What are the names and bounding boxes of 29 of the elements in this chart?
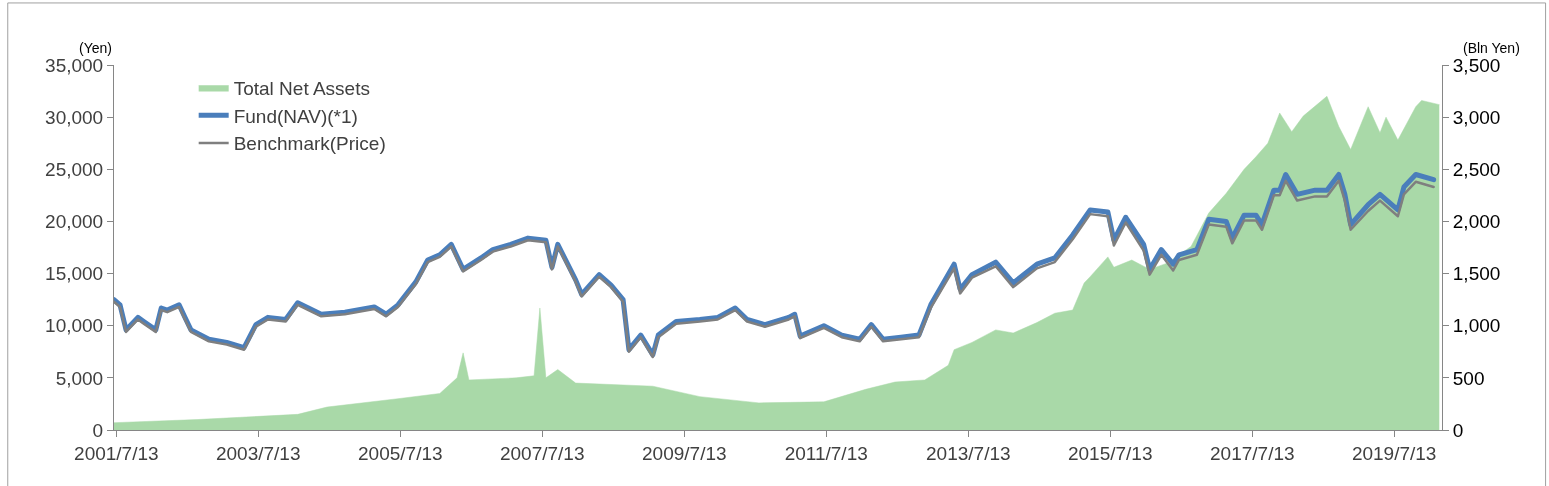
y2-tick-label: 2,000 (1452, 211, 1501, 233)
x-tick-label: 2015/7/13 (1067, 442, 1153, 464)
y-tick-label: 20,000 (45, 211, 104, 233)
x-tick-label: 2005/7/13 (358, 442, 443, 464)
legend-label: Fund(NAV)(*1) (233, 105, 358, 127)
x-tick-label: 2001/7/13 (74, 442, 159, 464)
y-tick-label: 0 (92, 419, 104, 441)
y2-tick-label: 3,000 (1452, 106, 1501, 128)
y2-tick-label: 500 (1452, 367, 1485, 389)
x-tick-label: 2007/7/13 (499, 442, 585, 464)
y-axis-title: (Yen) (79, 40, 112, 56)
y2-tick-label: 1,500 (1452, 263, 1501, 285)
y2-axis-title: (Bln Yen) (1463, 40, 1520, 56)
x-tick-label: 2011/7/13 (784, 442, 868, 464)
x-tick-label: 2019/7/13 (1351, 442, 1437, 464)
x-tick-label: 2013/7/13 (926, 442, 1011, 464)
y2-tick-label: 0 (1452, 419, 1464, 441)
y2-tick-label: 1,000 (1452, 315, 1501, 337)
x-tick-label: 2009/7/13 (642, 442, 727, 464)
y-tick-label: 10,000 (45, 315, 104, 337)
y-tick-label: 15,000 (45, 263, 104, 285)
legend-label: Benchmark(Price) (233, 133, 386, 155)
x-tick-label: 2003/7/13 (215, 442, 301, 464)
y2-tick-label: 2,500 (1452, 158, 1501, 180)
legend-label: Total Net Assets (233, 77, 370, 99)
y-tick-label: 25,000 (45, 158, 104, 180)
y-tick-label: 5,000 (55, 367, 104, 389)
y-tick-label: 30,000 (45, 106, 104, 128)
x-tick-label: 2017/7/13 (1210, 442, 1295, 464)
